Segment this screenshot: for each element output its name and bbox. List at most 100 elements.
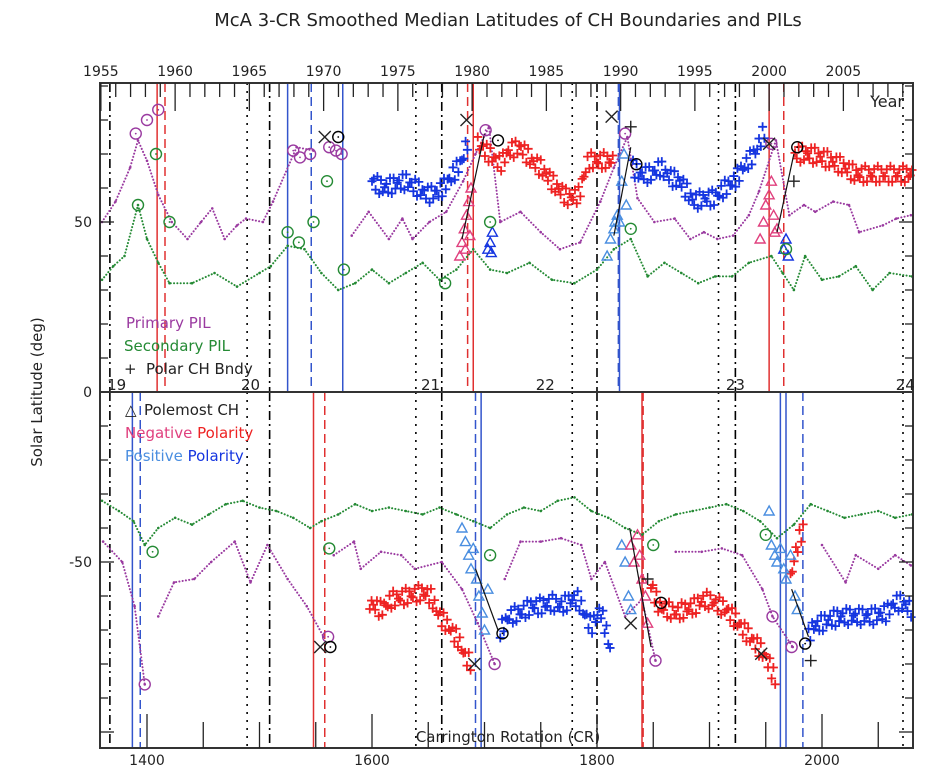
polar-bndy-north-positive-2-plus-marker (664, 175, 674, 185)
circle-marker-center (804, 642, 807, 645)
polar-bndy-south-negative-1-plus-marker (464, 648, 474, 658)
polemost-ch-triangle (478, 623, 491, 635)
y-tick-label: -50 (69, 555, 92, 571)
primary-pil-south-point (539, 540, 543, 543)
x-marker (318, 130, 332, 144)
polemost-ch-triangle (624, 538, 637, 550)
polar-bndy-north-positive-1-plus-marker (457, 155, 467, 165)
primary-pil-south-point (266, 543, 269, 547)
polar-bndy-south-positive-2-plus-marker (870, 604, 880, 614)
circle-marker-center (328, 547, 331, 550)
secondary-pil-north-point (213, 271, 216, 275)
polar-bndy-south-positive-1-plus-marker (513, 604, 523, 614)
circle-marker (281, 225, 294, 239)
polar-bndy-south-negative-3-plus-marker (795, 525, 804, 535)
circle-marker-center (493, 663, 496, 665)
primary-pil-north-point (244, 217, 248, 220)
polar-bndy-north-positive-1-plus-marker (432, 186, 442, 196)
polar-bndy-south-positive-2-plus-marker (847, 616, 857, 626)
polar-bndy-south-negative-1-plus-marker (430, 595, 440, 605)
polar-bndy-north-negative-2-plus-marker (903, 172, 913, 182)
polar-bndy-north-positive-2-plus-marker (729, 171, 739, 181)
secondary-pil-north-point (320, 271, 323, 275)
circle-marker (324, 640, 337, 654)
secondary-pil-south-point (775, 536, 779, 540)
primary-pil-south-point (332, 553, 336, 557)
circle-marker-center (484, 129, 487, 132)
polar-bndy-north-negative-2-plus-marker (900, 177, 910, 187)
polemost-ch-triangle (600, 249, 614, 261)
polar-bndy-north-positive-1-plus-marker (414, 177, 424, 187)
primary-pil-south-line (157, 539, 325, 638)
fit-line (629, 527, 652, 648)
secondary-pil-north-point (269, 264, 273, 268)
primary-pil-north-point (367, 210, 370, 214)
primary-pil-north-point (461, 179, 465, 183)
primary-pil-south-point (590, 577, 593, 581)
polar-bndy-north-negative-1-plus-marker (572, 198, 582, 208)
secondary-pil-south-point (725, 502, 728, 506)
year-tick-label: 2000 (751, 64, 787, 80)
secondary-pil-south-point (843, 516, 846, 520)
circle-marker (791, 140, 804, 154)
polar-bndy-north-negative-1-plus-marker (601, 163, 611, 173)
polar-bndy-north-negative-1-plus-marker (512, 148, 522, 158)
polar-bndy-south-positive-2-plus-marker (895, 590, 905, 600)
polar-bndy-north-positive-2-plus-marker (687, 195, 697, 205)
secondary-pil-north-point (663, 261, 666, 265)
polar-bndy-north-positive-1-plus-marker (441, 184, 451, 194)
polemost-ch-triangle (459, 242, 472, 254)
polar-bndy-north-negative-2-plus-marker (830, 161, 840, 171)
polar-bndy-north-positive-2-plus-marker (646, 175, 656, 185)
polar-bndy-south-positive-2-plus-marker (811, 621, 821, 631)
secondary-pil-south-point (207, 513, 211, 516)
polar-bndy-south-negative-1-plus-marker (394, 594, 404, 604)
polar-bndy-south-positive-1-plus-marker (562, 605, 572, 615)
circle-marker-center (299, 156, 301, 159)
x-tick-label: 1400 (129, 753, 165, 765)
circle-marker-center (501, 632, 504, 635)
polar-bndy-south-negative-2-plus-marker (718, 596, 728, 606)
polar-bndy-south-negative-2-plus-marker (691, 608, 701, 618)
primary-pil-south-point (579, 543, 583, 547)
polemost-ch-triangle (604, 232, 617, 244)
secondary-pil-north-point (792, 288, 796, 292)
circle-marker (779, 242, 793, 256)
primary-pil-south-point (820, 543, 824, 547)
secondary-pil-north-point (871, 288, 874, 292)
primary-pil-north-point (802, 203, 806, 207)
legend-primary-pil: Primary PIL (126, 314, 211, 332)
polar-bndy-north-negative-2-plus-marker (810, 143, 820, 153)
circle-marker-center (286, 231, 289, 234)
polemost-ch-triangle (467, 541, 480, 554)
primary-pil-south-point (286, 577, 289, 581)
year-tick-label: 1970 (306, 64, 342, 80)
polemost-ch-triangle (624, 603, 637, 615)
polar-bndy-north-negative-1-plus-marker (523, 144, 533, 154)
polar-bndy-south-positive-1-plus-marker (567, 595, 577, 605)
polar-bndy-north-negative-1-plus-marker (606, 158, 616, 168)
polar-bndy-south-negative-1-plus-marker (390, 600, 400, 610)
secondary-pil-south-point (741, 509, 745, 513)
secondary-pil-south-point (258, 506, 261, 509)
year-tick-label: 1980 (454, 64, 490, 80)
primary-pil-north-point (636, 196, 639, 200)
polar-bndy-north-negative-1-plus-marker (473, 132, 483, 142)
polar-bndy-north-positive-1-plus-marker (378, 187, 388, 197)
polar-bndy-south-negative-2-plus-marker (705, 590, 715, 600)
polar-bndy-south-negative-2-plus-marker (684, 604, 694, 614)
polar-bndy-north-negative-2-plus-marker (815, 152, 825, 162)
legend-positive-word: Positive (125, 447, 183, 465)
secondary-pil-south-point (590, 509, 593, 513)
secondary-pil-north-point (353, 281, 357, 285)
circle-marker-center (489, 554, 492, 557)
primary-pil-north-point (235, 224, 239, 227)
primary-pil-north-point (673, 217, 676, 220)
polar-bndy-north-positive-2-plus-marker (657, 157, 667, 167)
polar-bndy-south-positive-1-plus-marker (601, 620, 611, 630)
circle-marker (152, 103, 165, 117)
secondary-pil-south-point (657, 519, 661, 523)
polar-bndy-north-negative-1-plus-marker (536, 155, 546, 165)
circle-marker (335, 147, 348, 161)
